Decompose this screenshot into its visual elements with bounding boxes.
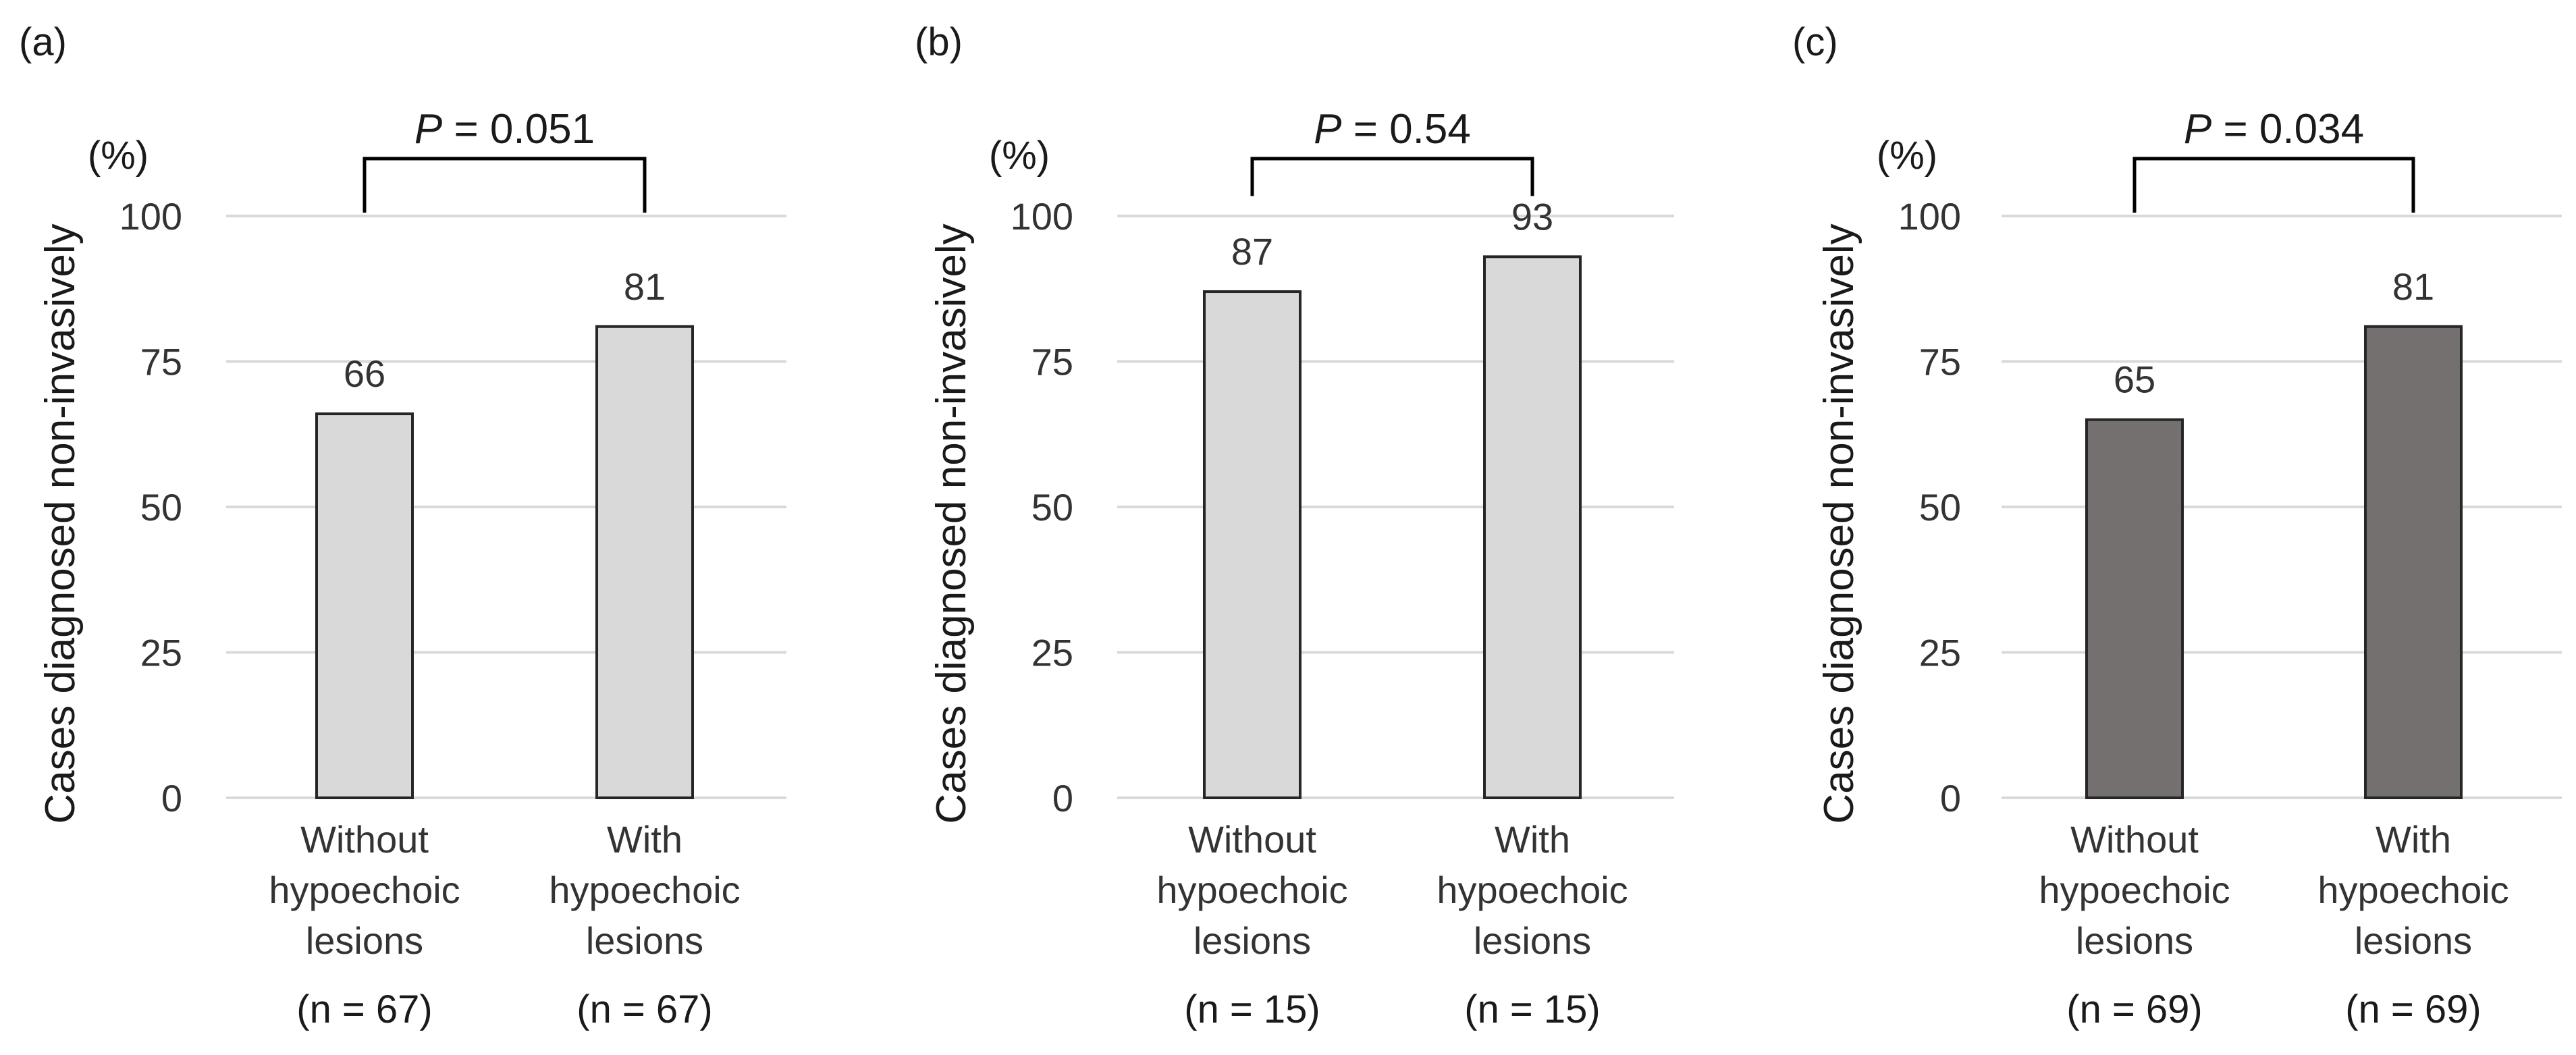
x-category-label: lesions — [2076, 919, 2193, 962]
bar-without-hypoechoic-lesions — [315, 412, 414, 799]
x-category-label: hypoechoic — [269, 869, 460, 911]
p-value-label: P = 0.051 — [414, 106, 595, 153]
data-label: 81 — [2392, 265, 2434, 308]
x-category-label: lesions — [1474, 919, 1591, 962]
y-tick-label: 0 — [161, 777, 182, 819]
data-label: 65 — [2114, 358, 2155, 401]
y-tick-label: 50 — [1919, 486, 1961, 529]
x-category-label: With — [1495, 818, 1570, 861]
y-tick-label: 0 — [1052, 777, 1073, 819]
p-value-label: P = 0.54 — [1314, 106, 1471, 153]
x-category-label: With — [607, 818, 682, 861]
panel-label: (a) — [19, 20, 67, 64]
bar-with-hypoechoic-lesions — [2364, 325, 2463, 799]
x-category-label: hypoechoic — [549, 869, 740, 911]
bar-with-hypoechoic-lesions — [595, 325, 694, 799]
x-category-label: hypoechoic — [2039, 869, 2230, 911]
y-axis-title: Cases diagnosed non-invasively — [37, 223, 84, 823]
sample-size-label: (n = 15) — [1464, 988, 1601, 1031]
bar-without-hypoechoic-lesions — [1203, 290, 1302, 799]
sample-size-label: (n = 67) — [296, 988, 433, 1031]
y-tick-label: 100 — [119, 195, 182, 238]
x-category-label: lesions — [1193, 919, 1311, 962]
data-label: 81 — [624, 265, 666, 308]
y-tick-label: 75 — [140, 341, 182, 383]
y-unit-label: (%) — [1877, 134, 1937, 178]
y-unit-label: (%) — [989, 134, 1050, 178]
y-tick-label: 25 — [1919, 632, 1961, 674]
p-symbol: P — [1314, 106, 1341, 153]
sample-size-label: (n = 69) — [2066, 988, 2203, 1031]
y-tick-label: 25 — [140, 632, 182, 674]
p-symbol: P — [414, 106, 442, 153]
y-tick-label: 100 — [1011, 195, 1073, 238]
p-value: = 0.051 — [442, 106, 595, 153]
x-category-label: lesions — [586, 919, 703, 962]
significance-bracket — [363, 157, 647, 213]
y-axis-title: Cases diagnosed non-invasively — [928, 223, 975, 823]
x-category-label: lesions — [306, 919, 423, 962]
significance-bracket — [1250, 157, 1534, 196]
data-label: 66 — [344, 352, 385, 395]
p-value: = 0.034 — [2211, 106, 2364, 153]
significance-bracket — [2132, 157, 2415, 213]
y-tick-label: 75 — [1919, 341, 1961, 383]
sample-size-label: (n = 15) — [1184, 988, 1320, 1031]
y-unit-label: (%) — [88, 134, 149, 178]
data-label: 87 — [1231, 230, 1273, 273]
x-category-label: Without — [300, 818, 429, 861]
x-category-label: hypoechoic — [1437, 869, 1628, 911]
x-category-label: hypoechoic — [2317, 869, 2508, 911]
bar-without-hypoechoic-lesions — [2085, 418, 2184, 799]
p-value-label: P = 0.034 — [2184, 106, 2364, 153]
bar-with-hypoechoic-lesions — [1483, 255, 1582, 799]
x-category-label: hypoechoic — [1156, 869, 1347, 911]
y-tick-label: 100 — [1898, 195, 1961, 238]
x-category-label: With — [2376, 818, 2451, 861]
panel-label: (b) — [915, 20, 963, 64]
chart-panel-3: (c) (%) Cases diagnosed non-invasively 0 25 5… — [1792, 20, 2562, 1031]
chart-panel-1: (a) (%) Cases diagnosed non-invasively 0 25 5… — [19, 20, 786, 1031]
sample-size-label: (n = 69) — [2345, 988, 2481, 1031]
y-tick-label: 0 — [1940, 777, 1961, 819]
y-tick-label: 75 — [1031, 341, 1073, 383]
chart-panel-2: (b) (%) Cases diagnosed non-invasively 0 25 5… — [915, 20, 1674, 1031]
p-value: = 0.54 — [1342, 106, 1471, 153]
data-label: 93 — [1511, 195, 1553, 238]
sample-size-label: (n = 67) — [576, 988, 713, 1031]
y-tick-label: 25 — [1031, 632, 1073, 674]
x-category-label: lesions — [2355, 919, 2472, 962]
x-category-label: Without — [1188, 818, 1316, 861]
y-axis-title: Cases diagnosed non-invasively — [1816, 223, 1862, 823]
y-tick-label: 50 — [1031, 486, 1073, 529]
panel-label: (c) — [1792, 20, 1838, 64]
p-symbol: P — [2184, 106, 2211, 153]
y-tick-label: 50 — [140, 486, 182, 529]
x-category-label: Without — [2070, 818, 2199, 861]
